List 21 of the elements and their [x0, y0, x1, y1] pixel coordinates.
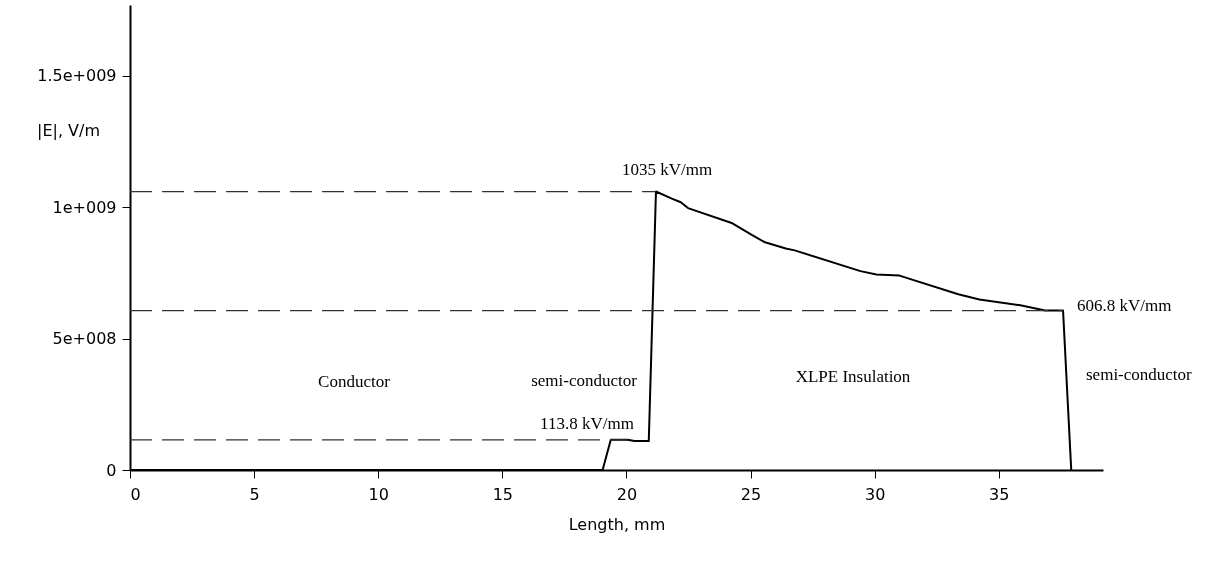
- annotation: 606.8 kV/mm: [1077, 296, 1172, 315]
- y-axis-title: |E|, V/m: [37, 120, 100, 140]
- x-tick-label: 15: [492, 484, 513, 504]
- annotation: semi-conductor: [531, 371, 638, 390]
- x-tick-label: 30: [864, 484, 886, 504]
- y-tick-label: 1e+009: [52, 197, 117, 217]
- x-axis-title: Length, mm: [568, 514, 666, 534]
- x-tick-label: 20: [616, 484, 638, 504]
- x-tick-label: 0: [130, 484, 141, 504]
- x-tick-label: 35: [989, 484, 1010, 504]
- annotation: 113.8 kV/mm: [540, 414, 634, 433]
- x-tick-label: 5: [249, 484, 260, 504]
- annotation: 1035 kV/mm: [621, 160, 713, 179]
- annotation: Conductor: [318, 372, 391, 391]
- y-tick-label: 5e+008: [52, 329, 117, 349]
- annotation: XLPE Insulation: [795, 367, 911, 386]
- x-tick-label: 10: [368, 484, 389, 504]
- y-tick-label: 0: [106, 460, 117, 480]
- annotation: semi-conductor: [1086, 365, 1193, 384]
- x-tick-label: 25: [740, 484, 762, 504]
- y-tick-label: 1.5e+009: [37, 66, 117, 86]
